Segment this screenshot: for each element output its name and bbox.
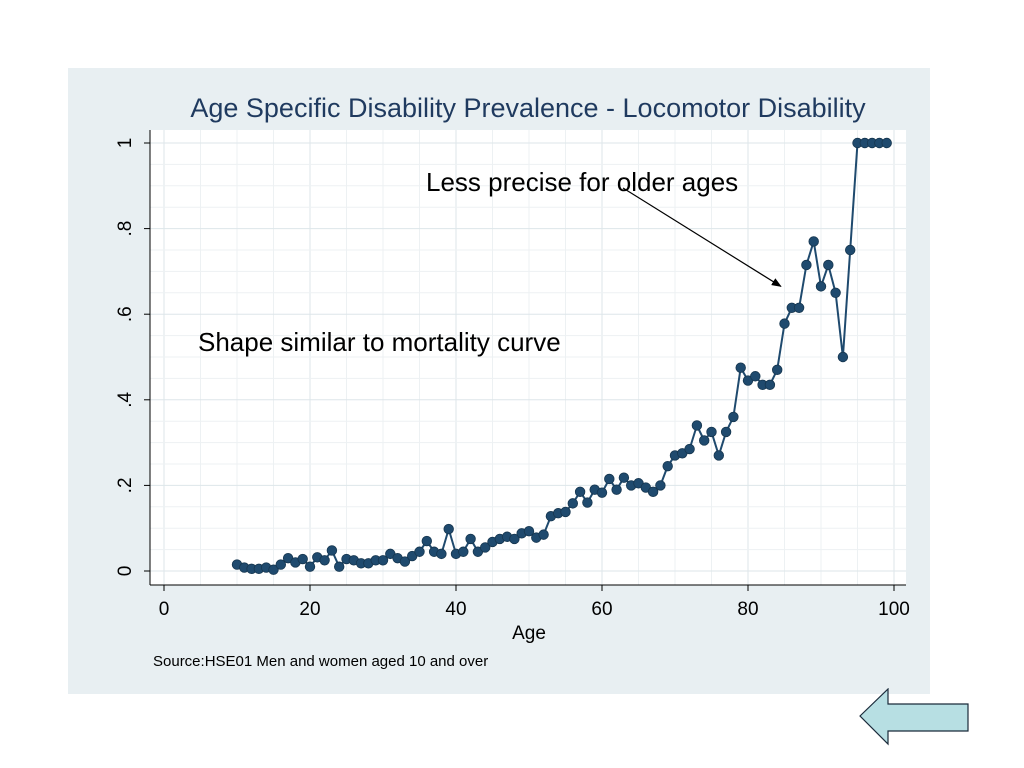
x-tick-label: 80 [737, 599, 758, 620]
x-tick-label: 20 [299, 599, 320, 620]
data-point [793, 302, 805, 313]
data-point [845, 244, 856, 256]
data-point [750, 371, 761, 382]
data-point [523, 525, 535, 537]
data-point [538, 529, 549, 540]
back-button[interactable] [858, 687, 970, 748]
data-point [772, 364, 783, 376]
data-point [830, 287, 841, 299]
data-point [414, 546, 425, 557]
data-point [728, 411, 739, 423]
data-point [319, 555, 330, 566]
data-point [655, 480, 666, 491]
data-point [297, 553, 308, 565]
data-point [443, 523, 454, 535]
data-point [713, 450, 725, 461]
data-point [604, 473, 615, 485]
data-point [801, 259, 812, 271]
grid [150, 130, 906, 585]
data-point [509, 533, 520, 545]
data-point [611, 484, 622, 495]
x-tick-label: 0 [159, 599, 170, 620]
data-point [377, 555, 389, 566]
source-note: Source:HSE01 Men and women aged 10 and o… [153, 653, 488, 670]
data-point [458, 546, 469, 557]
chart-title: Age Specific Disability Prevalence - Loc… [190, 93, 866, 123]
axes: 0 20 40 60 80 100 0 .2 .4 .6 .8 1 [115, 130, 910, 620]
data-point [436, 548, 447, 560]
data-point [647, 486, 659, 498]
data-point [706, 426, 717, 438]
annotation-arrow [622, 187, 782, 287]
data-point [421, 535, 433, 547]
data-point [881, 137, 892, 149]
data-point [399, 556, 411, 567]
data-point [275, 559, 287, 570]
data-point [699, 435, 710, 446]
x-tick-label: 60 [591, 599, 612, 620]
y-tick-label: 0 [115, 566, 136, 577]
y-tick-label: .2 [115, 477, 136, 493]
data-point [560, 506, 571, 518]
data-point [815, 281, 827, 292]
data-point [823, 259, 834, 271]
x-tick-label: 40 [445, 599, 466, 620]
data-point [596, 487, 608, 498]
chart-svg: 0 20 40 60 80 100 0 .2 .4 .6 .8 1 Age Specific Disa… [115, 93, 910, 670]
data-point [720, 426, 732, 438]
x-axis-title: Age [512, 623, 546, 644]
y-tick-label: 1 [115, 138, 136, 149]
y-tick-label: .6 [115, 306, 136, 322]
data-point [662, 460, 673, 472]
data-point [618, 472, 630, 483]
data-point [574, 486, 586, 498]
data-point [764, 379, 776, 391]
data-point [304, 561, 316, 572]
data-point [567, 498, 579, 509]
annotation-less-precise: Less precise for older ages [426, 167, 738, 197]
data-point [326, 545, 338, 556]
x-tick-label: 100 [878, 599, 910, 620]
data-series [231, 137, 892, 575]
y-tick-label: .4 [115, 391, 136, 407]
data-point [334, 561, 345, 572]
y-tick-label: .8 [115, 221, 136, 237]
data-point [735, 362, 746, 373]
data-point [691, 420, 703, 431]
data-point [465, 533, 476, 545]
chart-panel: 0 20 40 60 80 100 0 .2 .4 .6 .8 1 Age Specific Disa… [68, 68, 930, 694]
annotation-shape-similar: Shape similar to mortality curve [198, 327, 561, 357]
data-point [779, 318, 790, 329]
data-point [582, 497, 593, 508]
data-point [684, 443, 695, 455]
data-point [480, 542, 491, 553]
data-point [808, 236, 819, 247]
data-point [837, 351, 849, 363]
left-arrow-icon [859, 687, 969, 746]
data-point [268, 564, 279, 575]
